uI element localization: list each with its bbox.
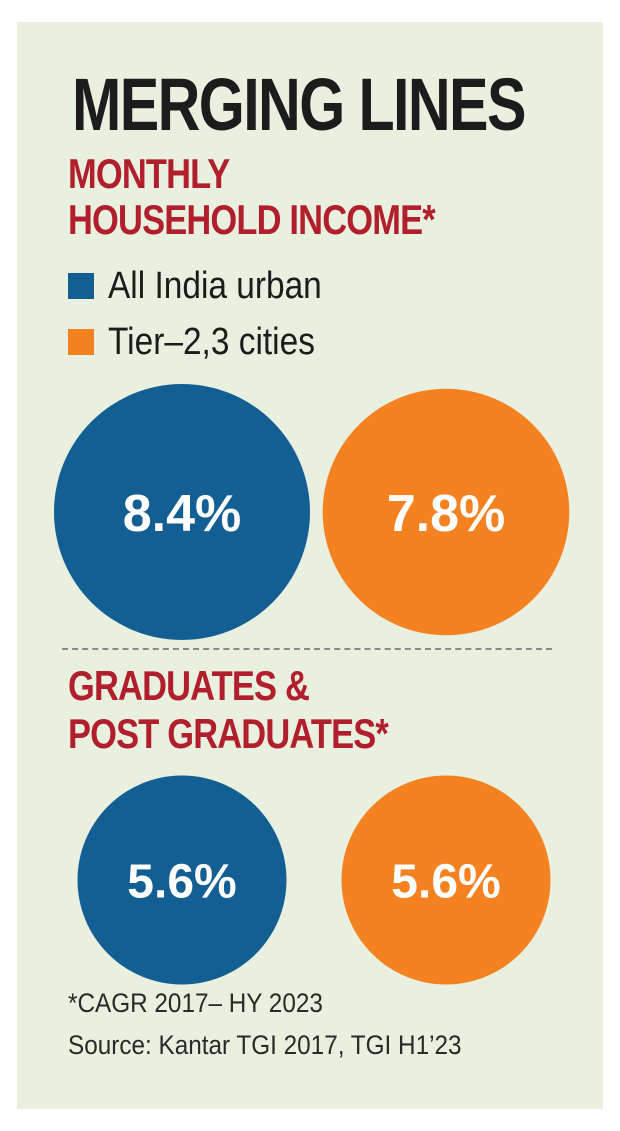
legend-swatch-all-india [68,273,94,299]
footnote-cagr: *CAGR 2017– HY 2023 [68,988,323,1018]
page-title: MERGING LINES [72,63,526,146]
bubble-label-income-all-india: 8.4% [123,485,242,543]
legend-label-tier: Tier–2,3 cities [108,320,315,363]
bubble-income-tier [322,388,570,636]
legend-item-all-india: All India urban [68,264,351,307]
bubble-graduates-all-india [77,775,287,985]
legend-swatch-tier [68,329,94,355]
section-divider [62,648,552,650]
bubble-income-all-india [54,384,310,640]
bubble-label-income-tier: 7.8% [387,485,506,543]
legend-label-all-india: All India urban [108,264,322,307]
chart1-title-line2: HOUSEHOLD INCOME* [68,196,436,243]
chart1-title-line1: MONTHLY [68,150,230,197]
bubble-label-graduates-tier: 5.6% [391,856,500,909]
chart2-title-line1: GRADUATES & [68,662,310,709]
footnote-source: Source: Kantar TGI 2017, TGI H1’23 [68,1030,462,1060]
bubble-label-graduates-all-india: 5.6% [127,856,236,909]
bubble-graduates-tier [341,775,551,985]
legend-item-tier: Tier–2,3 cities [68,320,343,363]
chart2-title-line2: POST GRADUATES* [68,710,389,757]
